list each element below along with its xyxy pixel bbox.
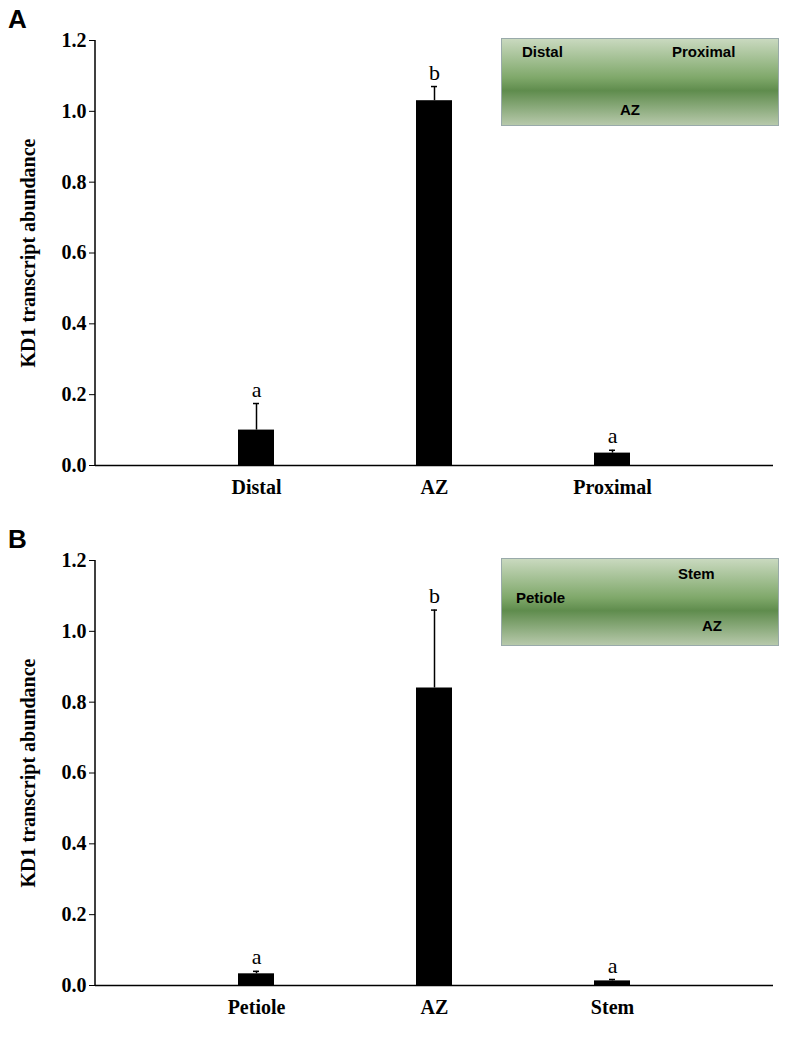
svg-text:0.8: 0.8 <box>62 171 87 193</box>
svg-text:Petiole: Petiole <box>228 996 286 1018</box>
svg-text:AZ: AZ <box>421 476 449 498</box>
svg-text:a: a <box>608 423 618 448</box>
svg-text:0.2: 0.2 <box>62 903 87 925</box>
svg-text:1.0: 1.0 <box>62 620 87 642</box>
svg-text:1.2: 1.2 <box>62 549 87 571</box>
svg-text:KD1 transcript abundance: KD1 transcript abundance <box>17 658 40 887</box>
svg-text:1.0: 1.0 <box>62 100 87 122</box>
html-text:B: B <box>8 524 27 554</box>
svg-text:0.6: 0.6 <box>62 241 87 263</box>
svg-text:Distal: Distal <box>232 476 282 498</box>
svg-text:KD1 transcript abundance: KD1 transcript abundance <box>17 138 40 367</box>
svg-text:b: b <box>429 583 440 608</box>
svg-text:AZ: AZ <box>421 996 449 1018</box>
html-text:Proximal: Proximal <box>672 43 736 60</box>
html-text:A: A <box>8 4 27 34</box>
svg-text:0.0: 0.0 <box>62 454 87 476</box>
html-text:AZ: AZ <box>620 101 640 118</box>
svg-text:1.2: 1.2 <box>62 29 87 51</box>
html-text:AZ: AZ <box>702 617 722 634</box>
svg-text:0.0: 0.0 <box>62 974 87 996</box>
svg-text:a: a <box>252 377 262 402</box>
svg-text:Stem: Stem <box>591 996 635 1018</box>
svg-text:0.8: 0.8 <box>62 691 87 713</box>
html-text:Distal: Distal <box>522 43 563 60</box>
svg-text:0.4: 0.4 <box>62 832 87 854</box>
svg-text:a: a <box>252 944 262 969</box>
svg-text:0.2: 0.2 <box>62 383 87 405</box>
svg-text:0.6: 0.6 <box>62 761 87 783</box>
html-text:Petiole: Petiole <box>516 589 566 606</box>
svg-text:a: a <box>608 953 618 978</box>
svg-text:b: b <box>429 60 440 85</box>
svg-text:Proximal: Proximal <box>573 476 652 498</box>
svg-text:0.4: 0.4 <box>62 312 87 334</box>
html-text:Stem: Stem <box>678 565 715 582</box>
